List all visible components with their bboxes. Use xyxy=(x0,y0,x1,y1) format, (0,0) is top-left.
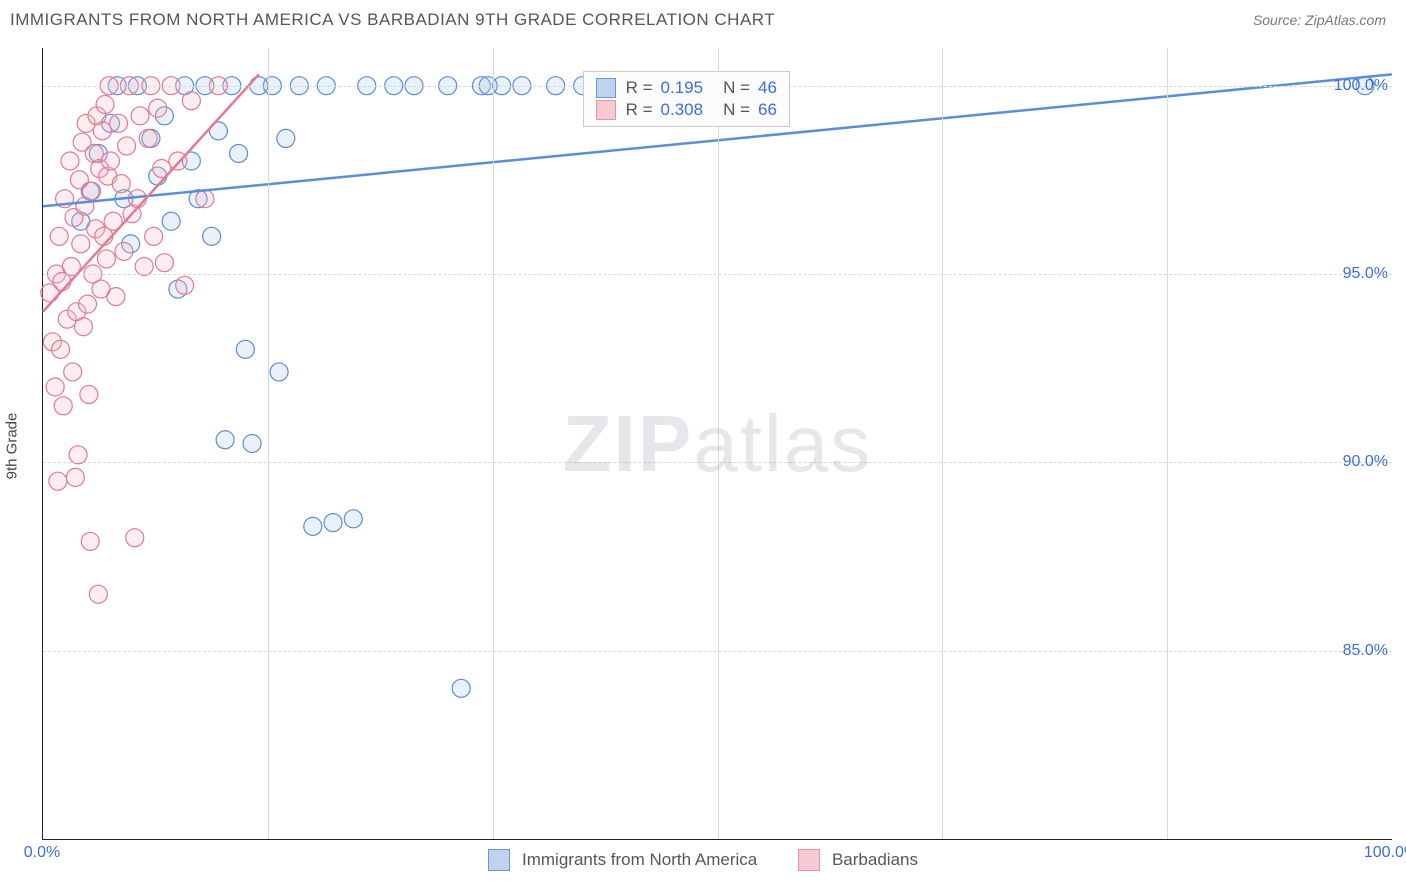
scatter-point xyxy=(69,446,87,464)
y-tick-label: 95.0% xyxy=(1343,265,1388,283)
scatter-point xyxy=(162,212,180,230)
scatter-point xyxy=(107,288,125,306)
y-axis-label: 9th Grade xyxy=(4,413,21,480)
scatter-point xyxy=(66,468,84,486)
gridline-v xyxy=(493,48,494,839)
gridline-v xyxy=(718,48,719,839)
scatter-point xyxy=(89,585,107,603)
scatter-point xyxy=(131,107,149,125)
legend-stat-row: R = 0.308N = 66 xyxy=(596,99,777,121)
scatter-point xyxy=(81,532,99,550)
scatter-point xyxy=(324,514,342,532)
gridline-v xyxy=(942,48,943,839)
gridline-v xyxy=(268,48,269,839)
y-tick-label: 85.0% xyxy=(1343,642,1388,660)
y-tick-label: 90.0% xyxy=(1343,453,1388,471)
scatter-point xyxy=(196,190,214,208)
scatter-point xyxy=(112,175,130,193)
scatter-point xyxy=(126,529,144,547)
gridline-v xyxy=(1167,48,1168,839)
scatter-point xyxy=(118,137,136,155)
chart-title: IMMIGRANTS FROM NORTH AMERICA VS BARBADI… xyxy=(10,10,775,30)
legend-label: Barbadians xyxy=(832,850,918,870)
legend-label: Immigrants from North America xyxy=(522,850,757,870)
scatter-point xyxy=(49,472,67,490)
scatter-point xyxy=(155,254,173,272)
series-legend: Immigrants from North America Barbadians xyxy=(0,849,1406,876)
scatter-point xyxy=(243,435,261,453)
scatter-point xyxy=(304,517,322,535)
scatter-point xyxy=(80,386,98,404)
scatter-point xyxy=(203,227,221,245)
scatter-point xyxy=(344,510,362,528)
scatter-point xyxy=(52,340,70,358)
scatter-point xyxy=(216,431,234,449)
correlation-legend: R = 0.195N = 46R = 0.308N = 66 xyxy=(583,71,790,127)
scatter-point xyxy=(145,227,163,245)
legend-swatch-icon xyxy=(596,100,616,120)
scatter-point xyxy=(72,235,90,253)
scatter-point xyxy=(452,679,470,697)
legend-item-barbadians: Barbadians xyxy=(798,849,918,871)
scatter-point xyxy=(139,129,157,147)
legend-swatch-icon xyxy=(798,849,820,871)
scatter-point xyxy=(97,250,115,268)
scatter-point xyxy=(74,318,92,336)
scatter-point xyxy=(277,129,295,147)
scatter-point xyxy=(79,295,97,313)
scatter-point xyxy=(50,227,68,245)
scatter-point xyxy=(236,340,254,358)
legend-item-immigrants: Immigrants from North America xyxy=(488,849,757,871)
legend-swatch-icon xyxy=(488,849,510,871)
scatter-point xyxy=(64,363,82,381)
scatter-point xyxy=(83,182,101,200)
scatter-point xyxy=(176,276,194,294)
scatter-point xyxy=(54,397,72,415)
scatter-point xyxy=(101,152,119,170)
scatter-point xyxy=(182,92,200,110)
scatter-point xyxy=(230,144,248,162)
y-tick-label: 100.0% xyxy=(1334,77,1388,95)
scatter-point xyxy=(115,242,133,260)
legend-swatch-icon xyxy=(596,78,616,98)
scatter-point xyxy=(135,257,153,275)
legend-stat-row: R = 0.195N = 46 xyxy=(596,77,777,99)
scatter-point xyxy=(149,99,167,117)
scatter-point xyxy=(270,363,288,381)
scatter-point xyxy=(93,122,111,140)
plot-area: ZIPatlas R = 0.195N = 46R = 0.308N = 66 xyxy=(42,48,1392,840)
scatter-point xyxy=(96,96,114,114)
chart-source: Source: ZipAtlas.com xyxy=(1253,12,1386,28)
scatter-point xyxy=(61,152,79,170)
scatter-point xyxy=(46,378,64,396)
scatter-point xyxy=(110,114,128,132)
